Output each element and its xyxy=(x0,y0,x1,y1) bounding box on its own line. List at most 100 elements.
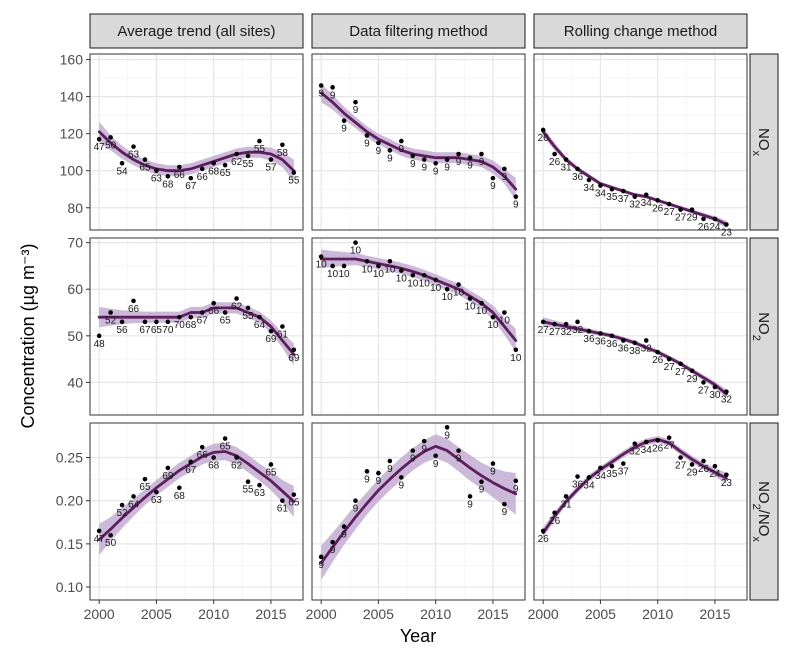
point-label: 9 xyxy=(353,504,359,515)
data-point xyxy=(154,168,159,174)
column-strip xyxy=(533,13,748,49)
data-point xyxy=(387,148,393,153)
data-point xyxy=(142,157,148,162)
point-label: 31 xyxy=(561,499,573,510)
data-point xyxy=(598,465,603,471)
data-point xyxy=(364,469,370,474)
point-label: 65 xyxy=(139,482,151,493)
data-point xyxy=(490,175,496,181)
data-point xyxy=(280,142,285,148)
point-label: 65 xyxy=(220,442,232,453)
panel-border xyxy=(311,422,526,601)
data-point xyxy=(621,338,626,343)
data-point xyxy=(632,194,638,199)
point-label: 27 xyxy=(664,207,676,218)
data-point xyxy=(387,258,393,264)
point-label: 26 xyxy=(538,133,550,144)
confidence-ribbon xyxy=(321,434,516,581)
y-tick-label: 40 xyxy=(67,374,83,390)
panels-layer: Average trend (all sites) Data filtering … xyxy=(56,13,779,622)
data-point xyxy=(479,300,484,306)
point-label: 36 xyxy=(572,172,584,183)
data-point xyxy=(689,462,695,467)
point-label: 27 xyxy=(675,213,687,224)
point-label: 55 xyxy=(288,176,300,187)
x-axis-title: Year xyxy=(400,626,436,646)
data-point xyxy=(108,532,113,538)
y-tick-label: 0.10 xyxy=(56,579,83,595)
x-tick-label: 2005 xyxy=(363,606,394,622)
point-label: 23 xyxy=(721,227,733,238)
point-label: 63 xyxy=(128,150,140,161)
data-point xyxy=(410,153,416,159)
data-point xyxy=(666,201,672,207)
point-label: 55 xyxy=(254,144,266,155)
point-label: 68 xyxy=(208,461,220,472)
data-point xyxy=(712,384,718,390)
y-tick-label: 0.20 xyxy=(56,493,83,509)
point-label: 37 xyxy=(618,467,630,478)
point-label: 27 xyxy=(538,325,550,336)
data-point xyxy=(142,476,148,482)
panel-background xyxy=(534,54,747,230)
point-label: 55 xyxy=(242,485,254,496)
point-label: 66 xyxy=(128,304,140,315)
point-label: 26 xyxy=(549,157,561,168)
panel-border xyxy=(533,53,748,231)
row-strip-label-part: NO xyxy=(755,481,772,504)
data-point xyxy=(502,166,507,172)
data-point xyxy=(666,435,672,440)
point-label: 34 xyxy=(583,183,595,194)
data-point xyxy=(502,310,507,315)
point-label: 55 xyxy=(242,311,254,322)
row-strip-label-part: x xyxy=(750,151,762,157)
data-point xyxy=(678,455,683,460)
data-point xyxy=(540,319,546,325)
data-point xyxy=(245,479,251,485)
x-tick-label: 2005 xyxy=(585,606,616,622)
data-point xyxy=(211,161,216,166)
point-label: 63 xyxy=(254,488,266,499)
data-point xyxy=(410,272,416,278)
point-label: 67 xyxy=(197,316,209,327)
point-label: 36 xyxy=(572,480,584,491)
point-label: 34 xyxy=(641,198,653,209)
data-point xyxy=(177,164,182,170)
data-point xyxy=(609,186,615,192)
confidence-ribbon xyxy=(99,442,294,556)
data-point xyxy=(353,240,358,245)
point-label: 70 xyxy=(174,320,186,331)
point-label: 36 xyxy=(595,336,607,347)
column-strip-label: Average trend (all sites) xyxy=(117,23,275,40)
data-point xyxy=(433,453,438,459)
point-label: 35 xyxy=(606,469,618,480)
data-point xyxy=(341,118,347,123)
x-tick-label: 2010 xyxy=(198,606,229,622)
data-point xyxy=(433,161,438,166)
point-label: 62 xyxy=(231,461,243,472)
x-tick-label: 2015 xyxy=(255,606,286,622)
point-label: 27 xyxy=(664,362,676,373)
data-point xyxy=(188,459,194,465)
data-point xyxy=(318,83,324,88)
data-point xyxy=(701,458,706,464)
data-point xyxy=(119,502,125,508)
row-strip-label: NO2 xyxy=(750,312,772,341)
column-strip xyxy=(89,13,304,49)
x-tick-label: 2010 xyxy=(642,606,673,622)
point-label: 9 xyxy=(433,459,439,470)
point-label: 29 xyxy=(686,213,698,224)
point-label: 36 xyxy=(606,339,618,350)
point-label: 65 xyxy=(265,467,277,478)
point-label: 24 xyxy=(709,222,721,233)
data-point xyxy=(467,494,473,499)
data-point xyxy=(268,462,274,467)
x-tick-label: 2000 xyxy=(528,606,559,622)
x-tick-label: 2005 xyxy=(141,606,172,622)
data-point xyxy=(621,461,626,466)
point-label: 65 xyxy=(151,325,163,336)
panel-background xyxy=(312,54,525,230)
row-strip xyxy=(749,53,779,231)
